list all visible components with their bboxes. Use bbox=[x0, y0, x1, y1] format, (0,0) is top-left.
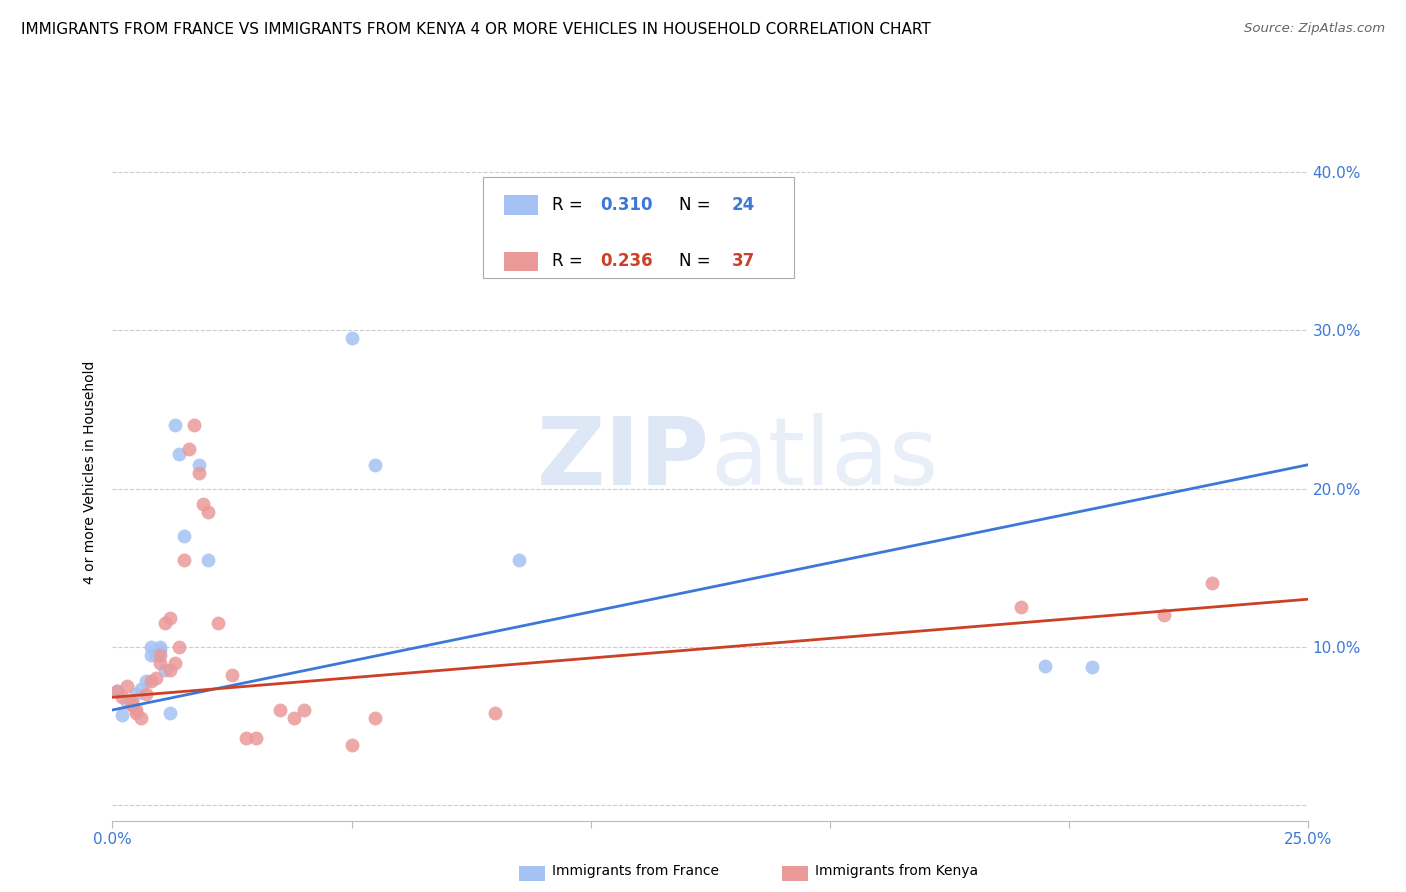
Point bbox=[163, 656, 186, 670]
Point bbox=[193, 497, 215, 511]
Point bbox=[153, 615, 176, 630]
Point bbox=[173, 552, 195, 567]
Point bbox=[484, 706, 506, 720]
Point bbox=[292, 703, 315, 717]
Point bbox=[183, 418, 205, 433]
Point bbox=[340, 331, 363, 345]
Text: 0.310: 0.310 bbox=[600, 196, 652, 214]
Y-axis label: 4 or more Vehicles in Household: 4 or more Vehicles in Household bbox=[83, 361, 97, 584]
Point bbox=[177, 442, 200, 456]
Point bbox=[364, 458, 387, 472]
Point bbox=[1010, 600, 1032, 615]
FancyBboxPatch shape bbox=[484, 177, 793, 278]
Point bbox=[111, 690, 134, 705]
Point bbox=[173, 529, 195, 543]
Point bbox=[149, 640, 172, 654]
Point bbox=[115, 695, 138, 709]
Point bbox=[149, 643, 172, 657]
Point bbox=[508, 552, 530, 567]
Point bbox=[135, 687, 157, 701]
Point bbox=[169, 447, 191, 461]
Point bbox=[235, 731, 257, 746]
Point bbox=[145, 671, 167, 685]
Text: R =: R = bbox=[553, 252, 588, 270]
Point bbox=[111, 707, 134, 722]
Point bbox=[169, 640, 191, 654]
Text: 0.236: 0.236 bbox=[600, 252, 652, 270]
Point bbox=[153, 664, 176, 678]
Point bbox=[1033, 658, 1056, 673]
Point bbox=[197, 552, 219, 567]
Text: IMMIGRANTS FROM FRANCE VS IMMIGRANTS FROM KENYA 4 OR MORE VEHICLES IN HOUSEHOLD : IMMIGRANTS FROM FRANCE VS IMMIGRANTS FRO… bbox=[21, 22, 931, 37]
Point bbox=[163, 418, 186, 433]
Point bbox=[125, 687, 148, 701]
Point bbox=[221, 668, 243, 682]
Point bbox=[269, 703, 291, 717]
Point bbox=[187, 466, 209, 480]
Point bbox=[340, 738, 363, 752]
Point bbox=[1201, 576, 1223, 591]
Bar bbox=[519, 866, 546, 881]
Point bbox=[125, 703, 148, 717]
Point bbox=[207, 615, 229, 630]
Point bbox=[149, 656, 172, 670]
Text: Immigrants from France: Immigrants from France bbox=[553, 864, 720, 879]
Point bbox=[121, 698, 143, 713]
Text: R =: R = bbox=[553, 196, 588, 214]
Text: 24: 24 bbox=[731, 196, 755, 214]
Text: 37: 37 bbox=[731, 252, 755, 270]
Bar bbox=[505, 195, 538, 215]
Point bbox=[245, 731, 267, 746]
Point bbox=[125, 706, 148, 720]
Point bbox=[159, 706, 181, 720]
Point bbox=[1081, 660, 1104, 674]
Point bbox=[364, 711, 387, 725]
Point bbox=[187, 458, 209, 472]
Text: atlas: atlas bbox=[710, 413, 938, 505]
Point bbox=[105, 684, 128, 698]
Point bbox=[197, 505, 219, 519]
Point bbox=[1153, 608, 1175, 623]
Point bbox=[139, 648, 162, 662]
Point bbox=[121, 698, 143, 713]
Point bbox=[105, 684, 128, 698]
Text: N =: N = bbox=[679, 196, 716, 214]
Text: ZIP: ZIP bbox=[537, 413, 710, 505]
Point bbox=[129, 682, 152, 697]
Point bbox=[121, 695, 143, 709]
Bar bbox=[782, 866, 808, 881]
Text: Source: ZipAtlas.com: Source: ZipAtlas.com bbox=[1244, 22, 1385, 36]
Point bbox=[149, 648, 172, 662]
Text: N =: N = bbox=[679, 252, 716, 270]
Point bbox=[139, 674, 162, 689]
Bar bbox=[505, 252, 538, 271]
Point bbox=[159, 611, 181, 625]
Point bbox=[115, 679, 138, 693]
Point bbox=[283, 711, 305, 725]
Point bbox=[159, 664, 181, 678]
Point bbox=[129, 711, 152, 725]
Point bbox=[145, 648, 167, 662]
Text: Immigrants from Kenya: Immigrants from Kenya bbox=[815, 864, 979, 879]
Point bbox=[139, 640, 162, 654]
Point bbox=[135, 674, 157, 689]
